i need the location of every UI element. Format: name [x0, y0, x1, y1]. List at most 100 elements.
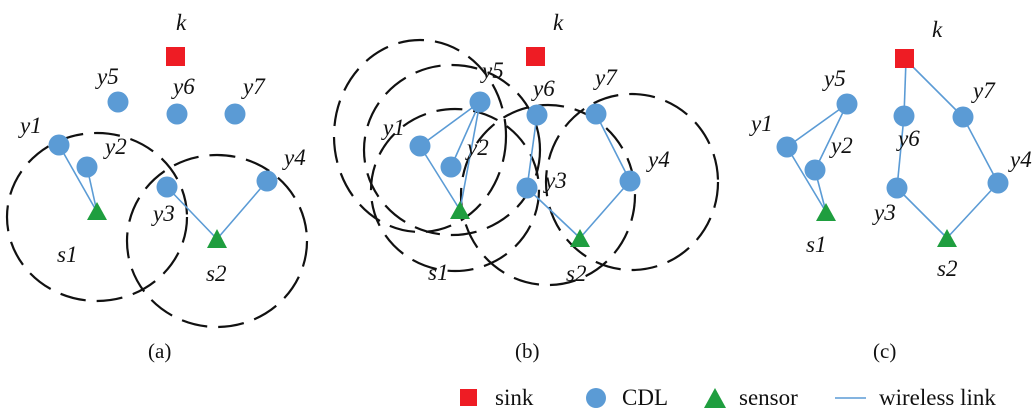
link-y7-y4	[962, 116, 999, 184]
label-k: k	[176, 10, 187, 35]
link-y5-y2	[814, 103, 848, 171]
range-y7	[544, 92, 720, 272]
sink-node-k	[526, 47, 545, 66]
caption-b: (b)	[515, 339, 540, 363]
panel-a: k y5 y6 y7 y1 y2 y4 y3 s1 s2 (a)	[5, 10, 309, 363]
range-s1	[369, 107, 541, 273]
link-y4-s2	[946, 182, 999, 239]
cdl-node-y7	[952, 106, 974, 128]
label-y7: y7	[241, 74, 266, 99]
link-y1-s1	[58, 144, 98, 213]
sensor-node-s1	[87, 202, 107, 220]
range-y1	[362, 63, 542, 237]
legend-label-sink: sink	[495, 385, 534, 410]
link-y3-s2	[166, 186, 218, 240]
label-y5: y5	[95, 64, 119, 89]
link-y6-y3	[526, 114, 538, 189]
label-s1: s1	[428, 260, 448, 285]
link-y1-s1	[419, 145, 461, 211]
label-y1: y1	[18, 113, 42, 138]
label-y3: y3	[151, 201, 175, 226]
label-y3: y3	[543, 168, 567, 193]
label-s2: s2	[566, 261, 586, 286]
legend: sink CDL sensor wireless link	[460, 385, 996, 410]
panel-c: k y5 y7 y1 y6 y2 y4 y3 s1 s2 (c)	[749, 17, 1032, 363]
cdl-node-y2	[804, 159, 826, 181]
label-y6: y6	[896, 126, 920, 151]
cdl-node-y6	[526, 104, 548, 126]
label-s1: s1	[806, 232, 826, 257]
label-y4: y4	[646, 147, 670, 172]
legend-label-sensor: sensor	[739, 385, 798, 410]
label-s2: s2	[937, 256, 957, 281]
range-y5	[332, 38, 508, 234]
sensor-node-s1	[816, 203, 836, 221]
cdl-node-y1	[776, 136, 798, 158]
cdl-node-y5	[107, 91, 129, 113]
cdl-node-y1	[48, 134, 70, 156]
caption-c: (c)	[873, 339, 896, 363]
panel-b: k y5 y6 y7 y1 y2 y4 y3 s1 s2 (b)	[332, 10, 720, 363]
link-y5-y1	[786, 103, 848, 148]
label-k: k	[553, 10, 564, 35]
label-y7: y7	[593, 65, 618, 90]
label-k: k	[932, 17, 943, 42]
link-y5-y1	[419, 101, 481, 147]
link-y1-s1	[786, 146, 827, 213]
cdl-node-y6	[166, 103, 188, 125]
cdl-node-y5	[836, 93, 858, 115]
sensor-node-s2	[570, 229, 590, 247]
sensor-node-s2	[937, 229, 957, 247]
label-y3: y3	[872, 200, 896, 225]
label-y5: y5	[822, 66, 846, 91]
sensor-range-s1	[5, 131, 189, 303]
cdl-node-y3	[886, 177, 908, 199]
cdl-node-y3	[516, 177, 538, 199]
link-y7-y4	[595, 113, 631, 182]
cdl-node-y1	[409, 135, 431, 157]
cdl-node-y2	[440, 156, 462, 178]
sensor-node-s1	[450, 201, 470, 219]
label-y1: y1	[381, 115, 405, 140]
label-y2: y2	[465, 135, 489, 160]
caption-a: (a)	[148, 339, 171, 363]
cdl-node-y3	[156, 176, 178, 198]
cdl-node-y6	[893, 105, 915, 127]
link-y4-s2	[216, 180, 268, 240]
label-y6: y6	[531, 76, 555, 101]
label-y2: y2	[103, 134, 127, 159]
label-y2: y2	[829, 133, 853, 158]
link-y5-s1	[459, 101, 481, 211]
sink-node-k	[166, 47, 185, 66]
link-y6-y3	[896, 115, 905, 189]
label-y4: y4	[282, 145, 306, 170]
label-y6: y6	[171, 74, 195, 99]
label-y1: y1	[749, 111, 773, 136]
link-y5-y2	[450, 101, 481, 168]
sensor-node-s2	[207, 229, 227, 248]
link-y4-s2	[579, 180, 631, 239]
cdl-node-y7	[585, 103, 607, 125]
label-y7: y7	[971, 78, 996, 103]
link-y3-s2	[896, 187, 948, 239]
label-s1: s1	[57, 242, 77, 267]
cdl-node-y5	[469, 91, 491, 113]
label-y5: y5	[480, 58, 504, 83]
label-y4: y4	[1008, 147, 1032, 172]
label-s2: s2	[206, 261, 226, 286]
cdl-node-y4	[619, 170, 641, 192]
legend-label-cdl: CDL	[622, 385, 668, 410]
cdl-node-y4	[987, 172, 1009, 194]
cdl-node-y4	[256, 170, 278, 192]
link-k-y7	[905, 59, 964, 118]
cdl-node-y2	[76, 156, 98, 178]
cdl-circle-icon	[586, 388, 606, 408]
cdl-node-y7	[224, 103, 246, 125]
sensor-range-s2	[125, 153, 309, 329]
sink-square-icon	[460, 389, 477, 406]
sensor-triangle-icon	[704, 388, 726, 408]
range-y3	[459, 103, 637, 287]
link-y3-s2	[526, 187, 581, 239]
legend-label-wireless-link: wireless link	[879, 385, 996, 410]
